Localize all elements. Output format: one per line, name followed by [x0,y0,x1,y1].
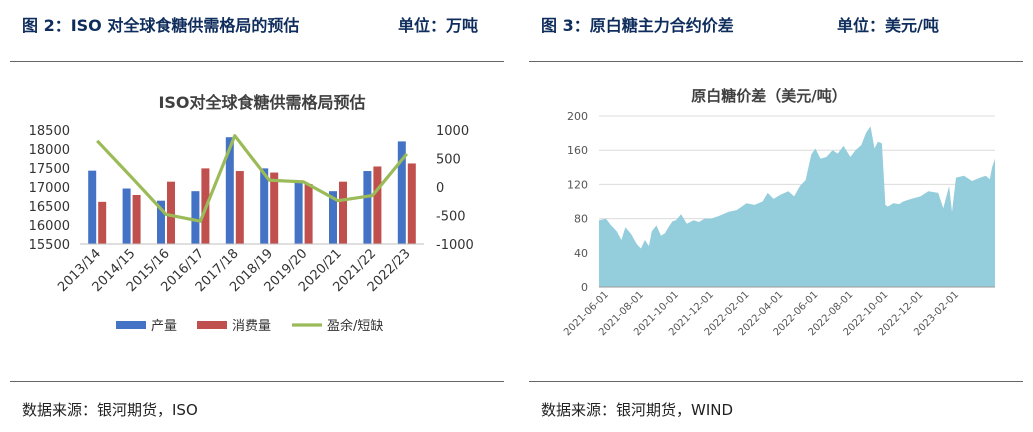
consumption-bar [304,183,313,244]
production-bar [191,191,200,244]
legend-consumption-label: 消费量 [232,319,271,334]
y-tick-label: 120 [567,178,588,191]
consumption-bar [235,171,244,244]
right-source-note: 数据来源：银河期货，WIND [541,401,734,419]
production-bar [329,191,337,244]
y2-tick-label: 500 [436,153,461,168]
spread-area [599,126,995,287]
y-tick-label: 15500 [29,238,70,253]
y2-tick-label: -500 [436,210,466,225]
surplus-deficit-line [96,134,409,223]
y2-tick-label: 0 [436,181,444,196]
right-figure-title: 图 3：原白糖主力合约价差 [541,16,734,35]
left-figure-title: 图 2：ISO 对全球食糖供需格局的预估 [22,16,300,35]
y-tick-label: 18500 [29,124,70,139]
y-tick-label: 40 [574,247,588,260]
y-tick-label: 200 [567,110,588,123]
y-tick-label: 160 [567,144,588,157]
consumption-bar [270,172,279,244]
right-top-rule [529,61,1023,62]
y2-tick-label: -1000 [436,238,474,253]
production-bar [294,181,303,244]
production-bar [225,137,234,244]
right-bottom-rule [529,381,1023,382]
chart-title: 原白糖价差（美元/吨） [691,87,846,105]
legend-production-label: 产量 [151,319,177,334]
right-figure-unit: 单位：美元/吨 [837,16,939,35]
consumption-bar [407,163,416,244]
y-tick-label: 16500 [29,200,70,215]
production-bar [363,171,372,244]
y2-tick-label: 1000 [436,124,469,139]
consumption-bar [132,194,141,244]
y-tick-label: 17500 [29,162,70,177]
left-top-rule [10,61,504,62]
left-figure-caption: 图 2：ISO 对全球食糖供需格局的预估 单位：万吨 [22,12,492,38]
consumption-bar [339,181,347,244]
consumption-bar [167,181,175,244]
consumption-bar [373,166,382,244]
y-tick-label: 0 [581,281,588,294]
left-figure-unit: 单位：万吨 [398,16,479,35]
left-bottom-rule [10,381,504,382]
y-tick-label: 80 [574,213,588,226]
production-bar [260,168,269,244]
production-bar [157,200,165,244]
production-bar [122,188,131,244]
chart-title: ISO对全球食糖供需格局预估 [158,93,365,112]
legend-consumption-swatch [197,321,227,329]
y-tick-label: 18000 [29,143,70,158]
consumption-bar [98,201,107,244]
y-tick-label: 17000 [29,181,70,196]
legend-surplus-label: 盈余/短缺 [327,318,383,334]
left-source-note: 数据来源：银河期货，ISO [22,401,198,419]
supply-demand-chart: ISO对全球食糖供需格局预估 15500 16000 16500 17000 17500… [29,93,474,334]
y-tick-label: 16000 [29,219,70,234]
production-bar [397,141,406,244]
production-bar [88,170,97,244]
legend-production-swatch [116,321,146,329]
right-figure-caption: 图 3：原白糖主力合约价差 单位：美元/吨 [541,12,1011,38]
